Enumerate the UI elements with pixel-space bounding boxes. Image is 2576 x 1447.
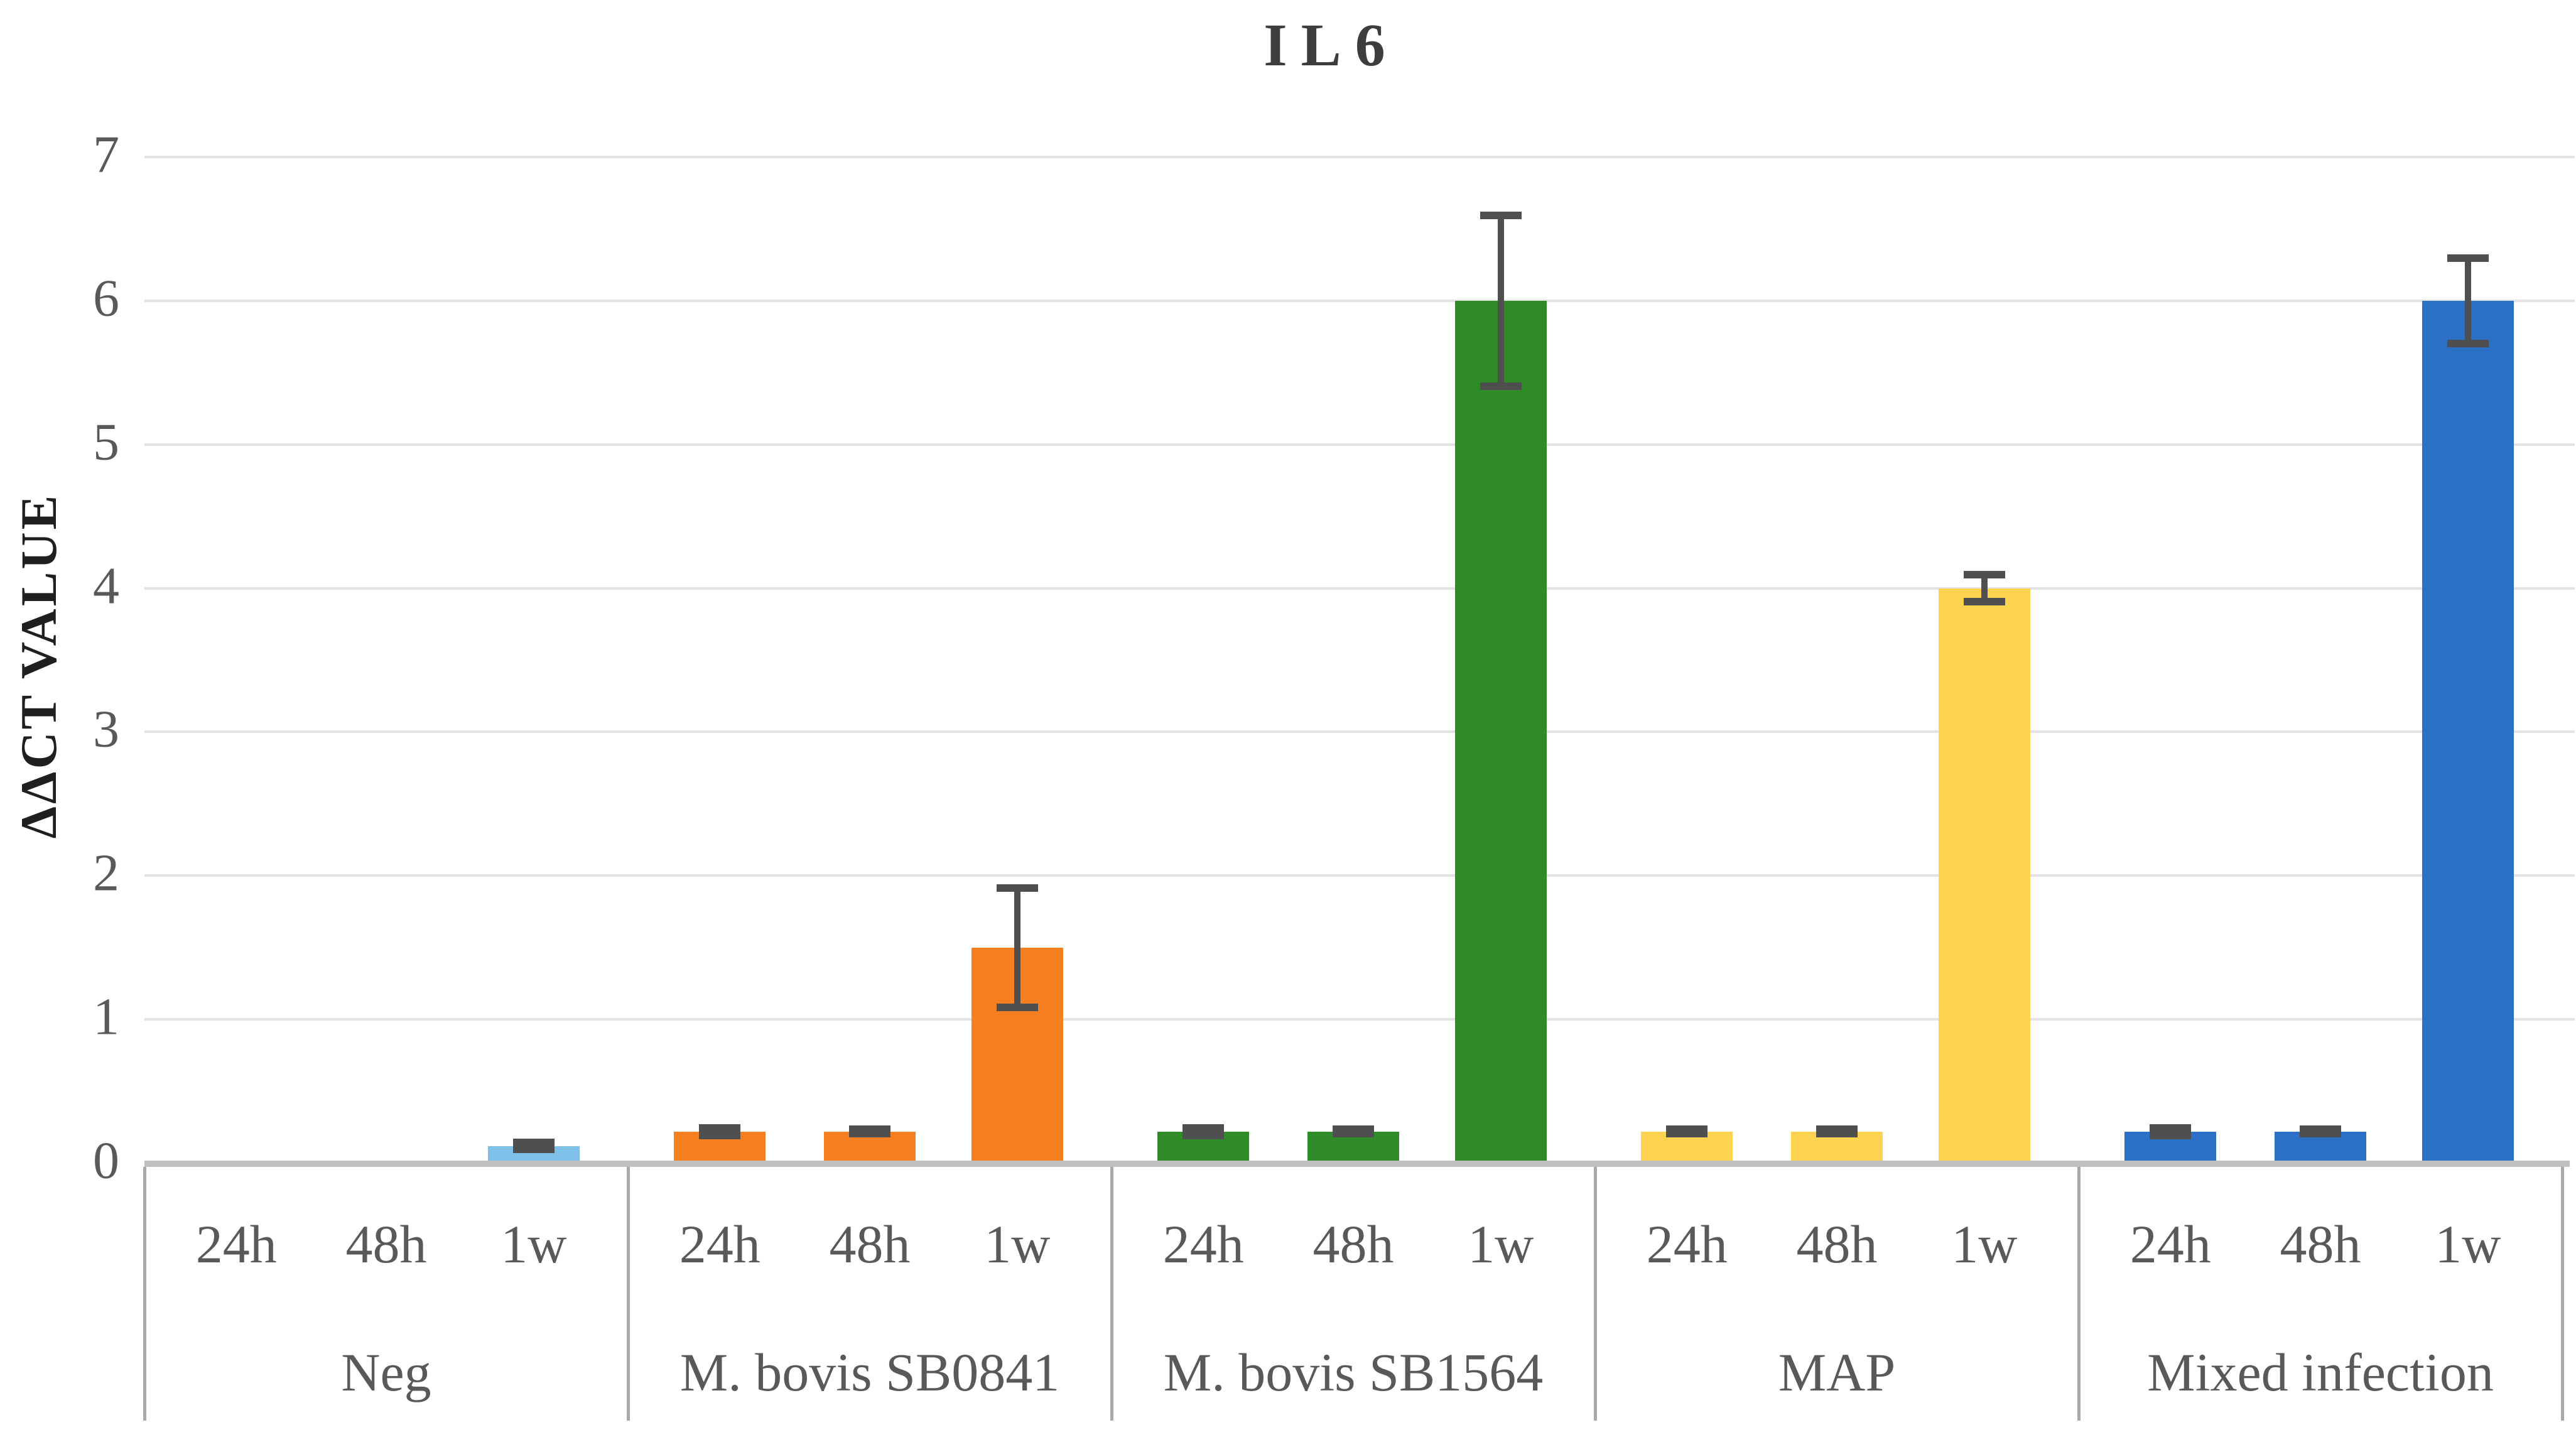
group-divider xyxy=(1110,1167,1113,1421)
y-axis-title: ΔΔCT VALUE xyxy=(10,492,67,839)
time-label: 24h xyxy=(2130,1214,2211,1274)
time-label: 48h xyxy=(2280,1214,2361,1274)
error-bar-bottom-cap xyxy=(512,1146,555,1154)
error-bar xyxy=(1981,573,1988,603)
time-label: 48h xyxy=(1796,1214,1878,1274)
error-bar-top-cap xyxy=(996,884,1038,892)
error-bar xyxy=(1014,887,1020,1008)
time-label: 48h xyxy=(345,1214,427,1274)
gridline xyxy=(144,874,2575,877)
error-bar-bottom-cap xyxy=(2150,1131,2192,1139)
error-bar-top-cap xyxy=(1963,570,2005,578)
error-bar-top-cap xyxy=(1480,211,1522,219)
time-label: 1w xyxy=(1468,1214,1534,1274)
group-divider xyxy=(2077,1167,2081,1421)
error-bar-bottom-cap xyxy=(2300,1130,2341,1138)
group-label: Mixed infection xyxy=(2147,1342,2494,1402)
error-bar-bottom-cap xyxy=(2447,339,2489,347)
time-label: 24h xyxy=(195,1214,277,1274)
y-tick-label: 6 xyxy=(93,269,119,328)
error-bar-bottom-cap xyxy=(1182,1131,1225,1139)
error-bar-bottom-cap xyxy=(996,1003,1038,1011)
time-label: 1w xyxy=(984,1214,1051,1274)
y-tick-label: 5 xyxy=(93,413,119,472)
error-bar-top-cap xyxy=(512,1138,555,1146)
error-bar-bottom-cap xyxy=(849,1130,890,1138)
group-label: M. bovis SB1564 xyxy=(1163,1342,1544,1402)
error-bar xyxy=(2464,257,2471,344)
error-bar-bottom-cap xyxy=(1816,1130,1858,1138)
time-label: 24h xyxy=(679,1214,760,1274)
time-label: 1w xyxy=(1951,1214,2018,1274)
bar-mixed-infection-1w xyxy=(2422,300,2514,1161)
gridline xyxy=(144,156,2575,158)
time-label: 48h xyxy=(829,1214,911,1274)
x-axis-baseline xyxy=(144,1161,2570,1167)
time-label: 1w xyxy=(2435,1214,2501,1274)
y-tick-label: 0 xyxy=(93,1131,119,1190)
gridline xyxy=(144,299,2575,302)
time-label: 1w xyxy=(501,1214,567,1274)
y-tick-label: 7 xyxy=(93,125,119,184)
group-label: Neg xyxy=(341,1342,431,1402)
group-divider xyxy=(1594,1167,1597,1421)
error-bar xyxy=(1497,214,1504,387)
group-divider xyxy=(2561,1167,2564,1421)
error-bar-bottom-cap xyxy=(1333,1130,1374,1138)
gridline xyxy=(144,730,2575,734)
group-divider xyxy=(143,1167,146,1421)
y-tick-label: 1 xyxy=(93,987,119,1046)
group-label: MAP xyxy=(1778,1342,1896,1402)
group-label: M. bovis SB0841 xyxy=(679,1342,1060,1402)
bar-map-1w xyxy=(1938,588,2030,1161)
error-bar-top-cap xyxy=(2150,1124,2192,1132)
error-bar-bottom-cap xyxy=(1480,382,1522,391)
time-label: 24h xyxy=(1646,1214,1728,1274)
error-bar-top-cap xyxy=(699,1124,741,1132)
bar-m-bovis-sb1564-1w xyxy=(1454,300,1547,1161)
error-bar-top-cap xyxy=(2447,254,2489,263)
y-tick-label: 2 xyxy=(93,843,119,902)
chart-title: IL6 xyxy=(1264,11,1399,79)
error-bar-top-cap xyxy=(1182,1124,1225,1132)
time-label: 48h xyxy=(1312,1214,1394,1274)
error-bar-bottom-cap xyxy=(699,1131,741,1139)
y-tick-label: 4 xyxy=(93,556,119,615)
gridline xyxy=(144,1018,2575,1021)
error-bar-bottom-cap xyxy=(1666,1130,1708,1138)
group-divider xyxy=(627,1167,630,1421)
error-bar-bottom-cap xyxy=(1963,598,2005,606)
y-tick-label: 3 xyxy=(93,700,119,759)
time-label: 24h xyxy=(1162,1214,1244,1274)
gridline xyxy=(144,587,2575,590)
gridline xyxy=(144,443,2575,446)
